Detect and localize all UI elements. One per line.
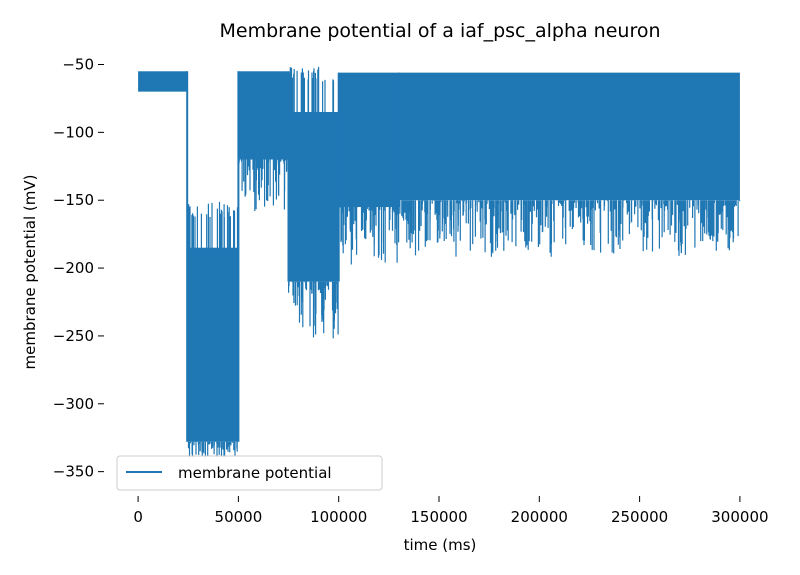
y-tick-label: −150 xyxy=(53,191,94,209)
y-tick-label: −300 xyxy=(53,395,94,413)
y-tick-label: −250 xyxy=(53,327,94,345)
series-band xyxy=(338,72,399,208)
series-spikes xyxy=(398,200,741,257)
x-axis: 0 50000 100000 150000 200000 250000 300000 xyxy=(133,496,769,526)
series-band xyxy=(398,72,740,201)
legend-label: membrane potential xyxy=(178,464,332,482)
x-tick-label: 100000 xyxy=(310,508,367,526)
series-spikes xyxy=(187,201,239,458)
x-tick-label: 300000 xyxy=(711,508,768,526)
x-tick-label: 150000 xyxy=(410,508,467,526)
series-segment xyxy=(398,72,741,257)
y-axis: −50 −100 −150 −200 −250 −300 −350 xyxy=(53,56,104,481)
series-band xyxy=(238,71,289,160)
y-tick-label: −50 xyxy=(62,56,94,74)
series-band xyxy=(138,71,188,92)
plot-area xyxy=(138,66,741,458)
series-band xyxy=(187,247,239,442)
series-spikes xyxy=(238,159,288,211)
series-segment xyxy=(138,71,188,92)
series-spikes xyxy=(288,66,339,339)
legend: membrane potential xyxy=(116,455,383,491)
series-segment xyxy=(288,66,339,339)
series-segment xyxy=(338,72,400,265)
y-tick-label: −350 xyxy=(53,463,94,481)
x-tick-label: 50000 xyxy=(215,508,263,526)
series-segment xyxy=(238,71,289,211)
series-segment xyxy=(187,201,239,458)
x-tick-label: 200000 xyxy=(511,508,568,526)
series-transitions xyxy=(186,71,400,442)
y-tick-label: −200 xyxy=(53,259,94,277)
chart-title: Membrane potential of a iaf_psc_alpha ne… xyxy=(219,20,660,42)
y-axis-label: membrane potential (mV) xyxy=(21,175,39,370)
series-band xyxy=(288,112,339,282)
x-axis-label: time (ms) xyxy=(404,536,477,554)
x-tick-label: 0 xyxy=(133,508,143,526)
legend-box xyxy=(116,455,383,491)
series-spikes xyxy=(338,207,400,265)
y-tick-label: −100 xyxy=(53,123,94,141)
x-tick-label: 250000 xyxy=(611,508,668,526)
